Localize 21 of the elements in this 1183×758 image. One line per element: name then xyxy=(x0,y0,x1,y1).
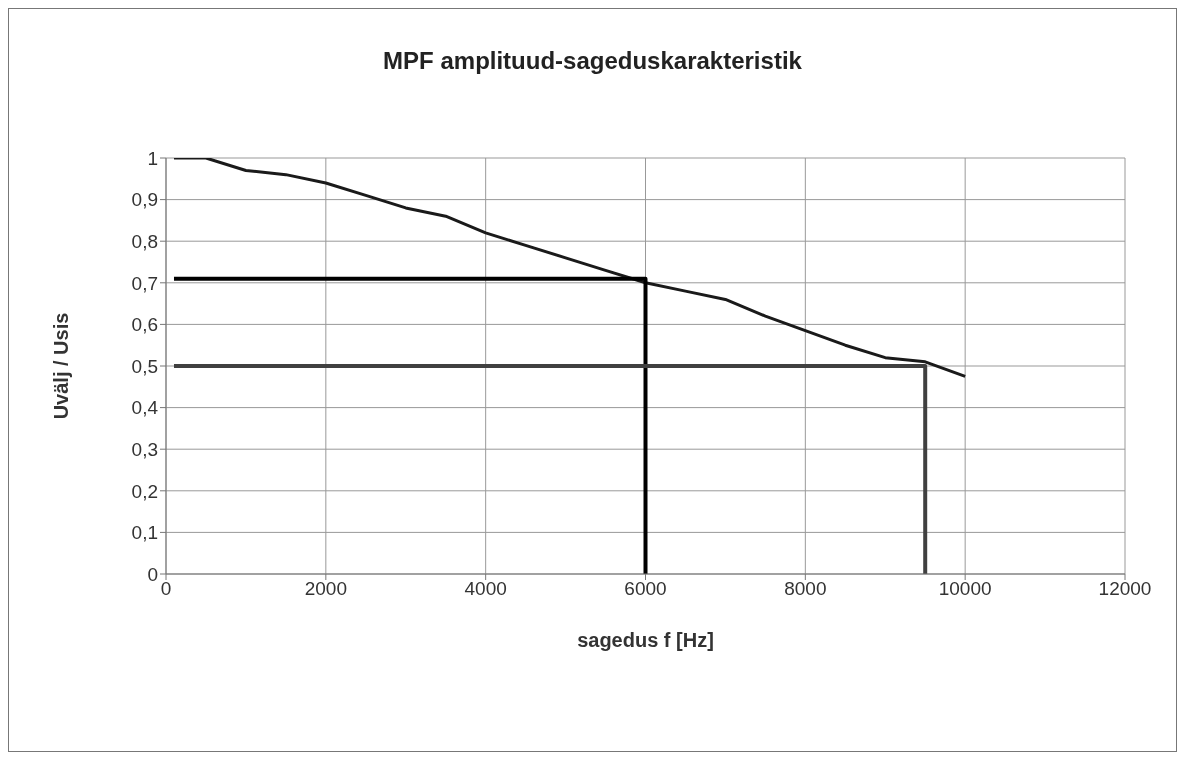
y-axis-title: Uvälj / Usis xyxy=(50,312,73,420)
y-tick-label: 0,9 xyxy=(131,189,158,211)
y-tick-label: 0,1 xyxy=(131,522,158,544)
x-axis-title: sagedus f [Hz] xyxy=(577,629,714,651)
x-tick-label: 4000 xyxy=(464,578,507,600)
chart-title: MPF amplituud-sageduskarakteristik xyxy=(382,47,803,75)
y-tick-label: 1 xyxy=(147,147,158,169)
x-tick-label: 10000 xyxy=(938,578,992,600)
x-tick-label: 2000 xyxy=(304,578,347,600)
y-tick-label: 0,3 xyxy=(131,438,158,460)
y-tick-label: 0,4 xyxy=(131,397,159,419)
x-tick-label: 6000 xyxy=(624,578,667,600)
y-tick-label: 0 xyxy=(147,563,158,585)
y-tick-label: 0,5 xyxy=(131,355,158,377)
x-tick-label: 12000 xyxy=(1098,578,1152,600)
y-tick-label: 0,8 xyxy=(131,230,158,252)
y-tick-label: 0,2 xyxy=(131,480,158,502)
line-series xyxy=(172,158,967,378)
y-tick-label: 0,6 xyxy=(131,314,158,336)
y-tick-label: 0,7 xyxy=(131,272,158,294)
x-tick-label: 8000 xyxy=(784,578,827,600)
